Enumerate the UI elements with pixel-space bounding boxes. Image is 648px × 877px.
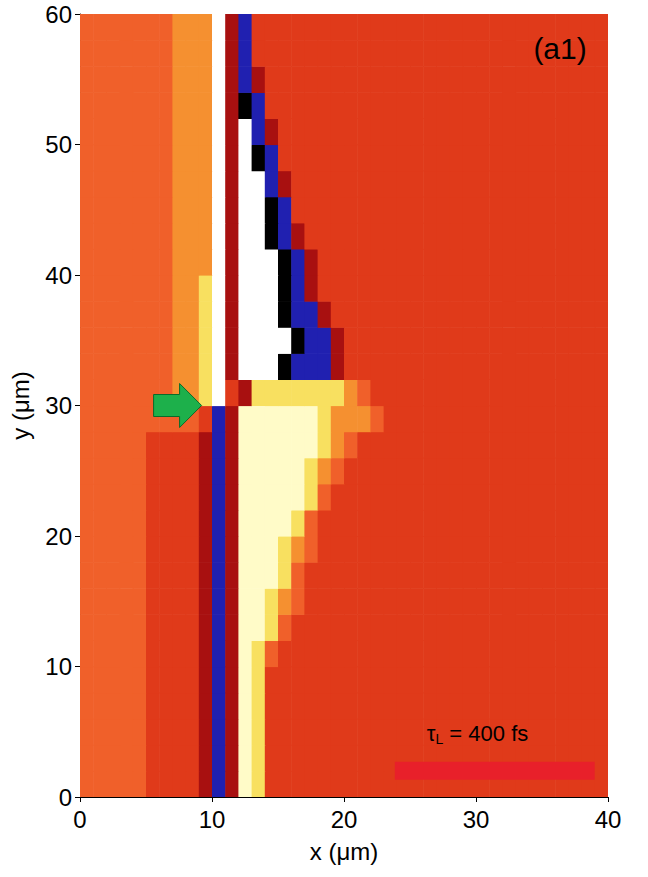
svg-text:0: 0 bbox=[73, 806, 86, 833]
svg-text:50: 50 bbox=[45, 131, 72, 158]
svg-text:10: 10 bbox=[45, 653, 72, 680]
svg-text:= 400 fs: = 400 fs bbox=[443, 721, 528, 746]
svg-text:40: 40 bbox=[45, 262, 72, 289]
svg-text:y (μm): y (μm) bbox=[7, 371, 34, 439]
svg-text:τ: τ bbox=[427, 721, 436, 746]
svg-text:0: 0 bbox=[59, 784, 72, 811]
svg-text:(a1): (a1) bbox=[533, 32, 586, 65]
svg-text:10: 10 bbox=[199, 806, 226, 833]
svg-text:x (μm): x (μm) bbox=[310, 838, 378, 865]
svg-text:30: 30 bbox=[463, 806, 490, 833]
svg-text:30: 30 bbox=[45, 392, 72, 419]
svg-text:60: 60 bbox=[45, 1, 72, 28]
svg-text:L: L bbox=[435, 730, 444, 747]
svg-text:40: 40 bbox=[595, 806, 622, 833]
svg-text:20: 20 bbox=[331, 806, 358, 833]
svg-text:20: 20 bbox=[45, 523, 72, 550]
